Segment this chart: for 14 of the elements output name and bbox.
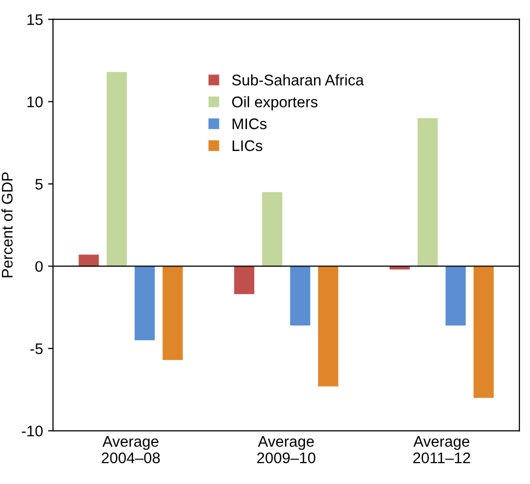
legend-label: Sub-Saharan Africa xyxy=(232,74,364,86)
legend-label: Oil exporters xyxy=(232,96,318,110)
y-tick-label: 0 xyxy=(35,261,43,272)
x-tick-label: Average 2009–10 xyxy=(257,436,316,464)
y-tick-label: -5 xyxy=(30,344,43,354)
y-tick-label: 15 xyxy=(27,14,43,26)
x-tick-label: Average 2004–08 xyxy=(102,436,160,464)
x-tick-label: Average 2011–12 xyxy=(413,436,470,464)
legend-label: MICs xyxy=(232,118,267,130)
y-tick-label: 5 xyxy=(35,178,43,190)
legend-label: LICs xyxy=(232,140,262,152)
y-axis-title: Percent of GDP xyxy=(1,172,13,278)
y-tick-label: -10 xyxy=(22,426,43,436)
y-tick-label: 10 xyxy=(27,96,43,108)
